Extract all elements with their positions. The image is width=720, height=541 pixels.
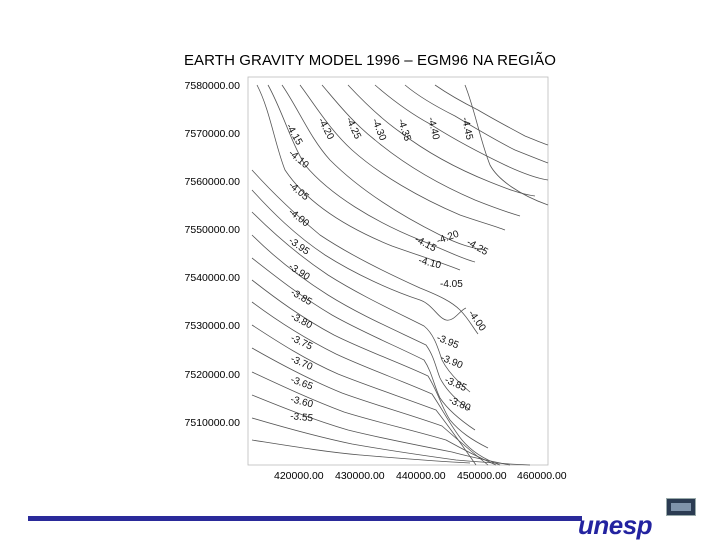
contour-line (251, 324, 477, 466)
contour-line (251, 279, 489, 449)
contour-line (251, 211, 471, 393)
contour-line (321, 84, 521, 217)
y-tick-label: 7570000.00 (185, 128, 241, 140)
x-tick-label: 420000.00 (274, 470, 324, 482)
contour-line (464, 84, 549, 206)
contour-line (251, 234, 471, 411)
x-axis: 420000.00 430000.00 440000.00 450000.00 … (274, 470, 567, 482)
contour-line (251, 301, 501, 466)
x-tick-label: 430000.00 (335, 470, 385, 482)
contour-line (251, 257, 476, 431)
y-tick-label: 7550000.00 (185, 224, 241, 236)
contour-line (251, 439, 471, 464)
y-tick-label: 7520000.00 (185, 369, 241, 381)
map-frame (247, 76, 549, 466)
y-tick-label: 7540000.00 (185, 272, 241, 284)
unesp-logo: unesp (578, 510, 653, 540)
contour-label: -3.55 (290, 411, 314, 424)
x-tick-label: 440000.00 (396, 470, 446, 482)
contour-line (374, 84, 549, 181)
contour-label: -4.10 (417, 255, 442, 271)
x-tick-label: 460000.00 (517, 470, 567, 482)
contour-line (299, 84, 506, 231)
y-tick-label: 7560000.00 (185, 176, 241, 188)
contour-line (251, 394, 511, 466)
projector-icon (666, 498, 696, 516)
contour-line (434, 84, 549, 146)
contour-label: -4.45 (459, 116, 475, 141)
contour-line (251, 371, 497, 466)
contour-line (256, 84, 461, 271)
contour-line (404, 84, 549, 164)
x-tick-label: 450000.00 (457, 470, 507, 482)
contour-label: -4.40 (425, 116, 441, 141)
contour-label: -3.60 (289, 394, 314, 410)
y-tick-label: 7530000.00 (185, 320, 241, 332)
contour-line (267, 84, 476, 263)
footer-bar (28, 516, 582, 521)
contour-label: -4.05 (440, 279, 463, 290)
contour-line (251, 347, 489, 466)
contour-line (251, 189, 467, 321)
contour-line (347, 84, 536, 197)
y-tick-label: 7580000.00 (185, 80, 241, 92)
y-axis: 7580000.00 7570000.00 7560000.00 7550000… (185, 80, 241, 429)
y-tick-label: 7510000.00 (185, 417, 241, 429)
contour-lines (251, 84, 549, 466)
contour-line (281, 84, 486, 251)
contour-line (251, 417, 531, 466)
slide-title: EARTH GRAVITY MODEL 1996 – EGM96 NA REGI… (183, 52, 557, 69)
contour-line (251, 169, 479, 335)
